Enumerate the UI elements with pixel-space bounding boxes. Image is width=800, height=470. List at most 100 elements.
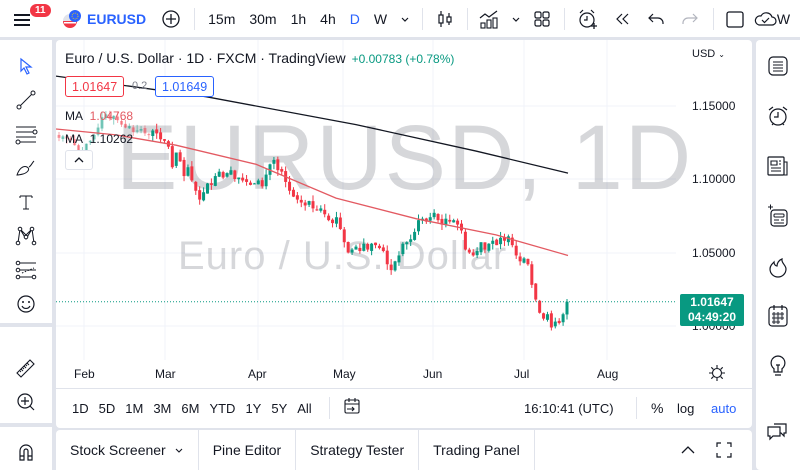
month-tick: Apr [248,367,267,381]
range-1y[interactable]: 1Y [245,400,262,416]
symbol-search-button[interactable]: EURUSD [46,0,154,38]
bar-countdown: 04:49:20 [687,310,737,324]
chevron-down-icon [401,17,409,22]
expand-panel-button[interactable] [678,440,698,465]
cloud-save-icon [754,11,777,26]
compare-symbol-button[interactable] [154,0,188,38]
range-ytd[interactable]: YTD [209,400,236,416]
tips-button[interactable] [756,346,800,386]
auto-scale-toggle[interactable]: auto [711,400,737,416]
range-1m[interactable]: 1M [125,400,144,416]
prediction-tool[interactable] [0,253,52,287]
ideas-button[interactable] [756,248,800,288]
currency-selector[interactable]: USD ⌄ [692,48,725,60]
pattern-tool[interactable] [0,219,52,253]
widget-toolbar [756,40,800,470]
indicators-button[interactable] [474,0,506,38]
tab-stock-screener[interactable]: Stock Screener [56,430,199,470]
month-tick: Mar [155,367,176,381]
magnet-icon [19,444,33,461]
toolbar-divider [0,323,52,327]
price-series[interactable] [56,40,676,360]
ruler-tool[interactable] [0,351,52,385]
create-alert-button[interactable] [571,0,605,38]
ma-fast-legend[interactable]: MA 1.04768 [65,109,133,123]
range-buttons: 1D 5D 1M 3M 6M YTD 1Y 5Y All [67,401,317,416]
tab-label: Stock Screener [70,442,166,458]
zoom-in-icon [17,393,35,411]
percent-scale-toggle[interactable]: % [651,400,664,416]
range-6m[interactable]: 6M [181,400,200,416]
trendline-tool[interactable] [0,83,52,117]
sell-price-button[interactable]: 1.01647 [65,76,125,97]
interval-1h[interactable]: 1h [290,10,307,27]
hotlists-button[interactable] [756,196,800,236]
emoji-tool[interactable] [0,287,52,321]
interval-W[interactable]: W [373,10,388,27]
menu-button[interactable]: 11 [0,0,51,38]
tab-trading-panel[interactable]: Trading Panel [419,430,535,470]
interval-30m[interactable]: 30m [249,10,277,27]
toolbar-divider [0,423,52,427]
chart-type-button[interactable] [429,0,461,38]
range-3m[interactable]: 3M [153,400,172,416]
range-1d[interactable]: 1D [72,400,89,416]
ma-slow-legend[interactable]: MA 1.10262 [65,132,133,146]
indicators-dropdown-button[interactable] [506,0,526,38]
maximize-panel-button[interactable] [714,440,734,465]
ma-slow-value: 1.10262 [89,132,134,146]
divider [564,7,566,30]
tab-label: Trading Panel [433,442,520,458]
redo-button[interactable] [673,0,707,38]
cursor-tool[interactable] [0,49,52,83]
go-to-date-button[interactable] [342,396,362,421]
range-5d[interactable]: 5D [98,400,116,416]
brush-tool[interactable] [0,151,52,185]
ruler-icon [16,359,35,378]
range-all[interactable]: All [297,400,312,416]
price-tick: 1.05000 [692,246,736,260]
interval-4h[interactable]: 4h [320,10,336,27]
drawing-toolbar [0,40,52,470]
buy-price-button[interactable]: 1.01649 [155,76,215,97]
tab-pine-editor[interactable]: Pine Editor [199,430,297,470]
log-scale-toggle[interactable]: log [677,400,695,416]
range-5y[interactable]: 5Y [271,400,288,416]
interval-dropdown-button[interactable] [394,0,416,38]
add-symbol-icon [162,9,180,28]
text-tool[interactable] [0,185,52,219]
calendar-goto-icon [344,397,360,414]
news-button[interactable] [756,146,800,186]
divider [713,7,715,30]
magnet-tool[interactable] [0,435,52,469]
fullscreen-button[interactable] [720,0,750,38]
interval-15m[interactable]: 15m [208,10,236,27]
zoom-in-tool[interactable] [0,385,52,419]
undo-button[interactable] [639,0,673,38]
tab-label: Strategy Tester [310,442,405,458]
collapse-legend-button[interactable] [65,150,93,170]
calendar-button[interactable] [756,296,800,336]
interval-D[interactable]: D [349,10,360,27]
utc-clock[interactable]: 16:10:41 (UTC) [524,400,614,416]
watchlist-button[interactable] [756,46,800,86]
prediction-icon [15,260,37,280]
chart-settings-button[interactable] [708,364,726,387]
layout-button[interactable] [526,0,558,38]
chats-button[interactable] [756,410,800,450]
chevron-up-icon [74,157,84,163]
fib-tool[interactable] [0,117,52,151]
alerts-button[interactable] [756,96,800,136]
chart-pane[interactable]: EURUSD, 1D Euro / U.S. Dollar Euro / U.S… [56,40,752,428]
save-button[interactable]: W [750,0,790,38]
tab-label: Pine Editor [212,442,282,458]
tab-strategy-tester[interactable]: Strategy Tester [296,430,420,470]
time-axis[interactable]: Feb Mar Apr May Jun Jul Aug [56,360,752,386]
replay-icon [616,13,629,24]
divider [467,7,469,30]
replay-button[interactable] [605,0,639,38]
last-price-value: 1.01647 [690,295,734,309]
maximize-icon [716,442,732,458]
calendar-icon [768,305,788,327]
interval-group: 15m 30m 1h 4h D W [201,0,394,38]
